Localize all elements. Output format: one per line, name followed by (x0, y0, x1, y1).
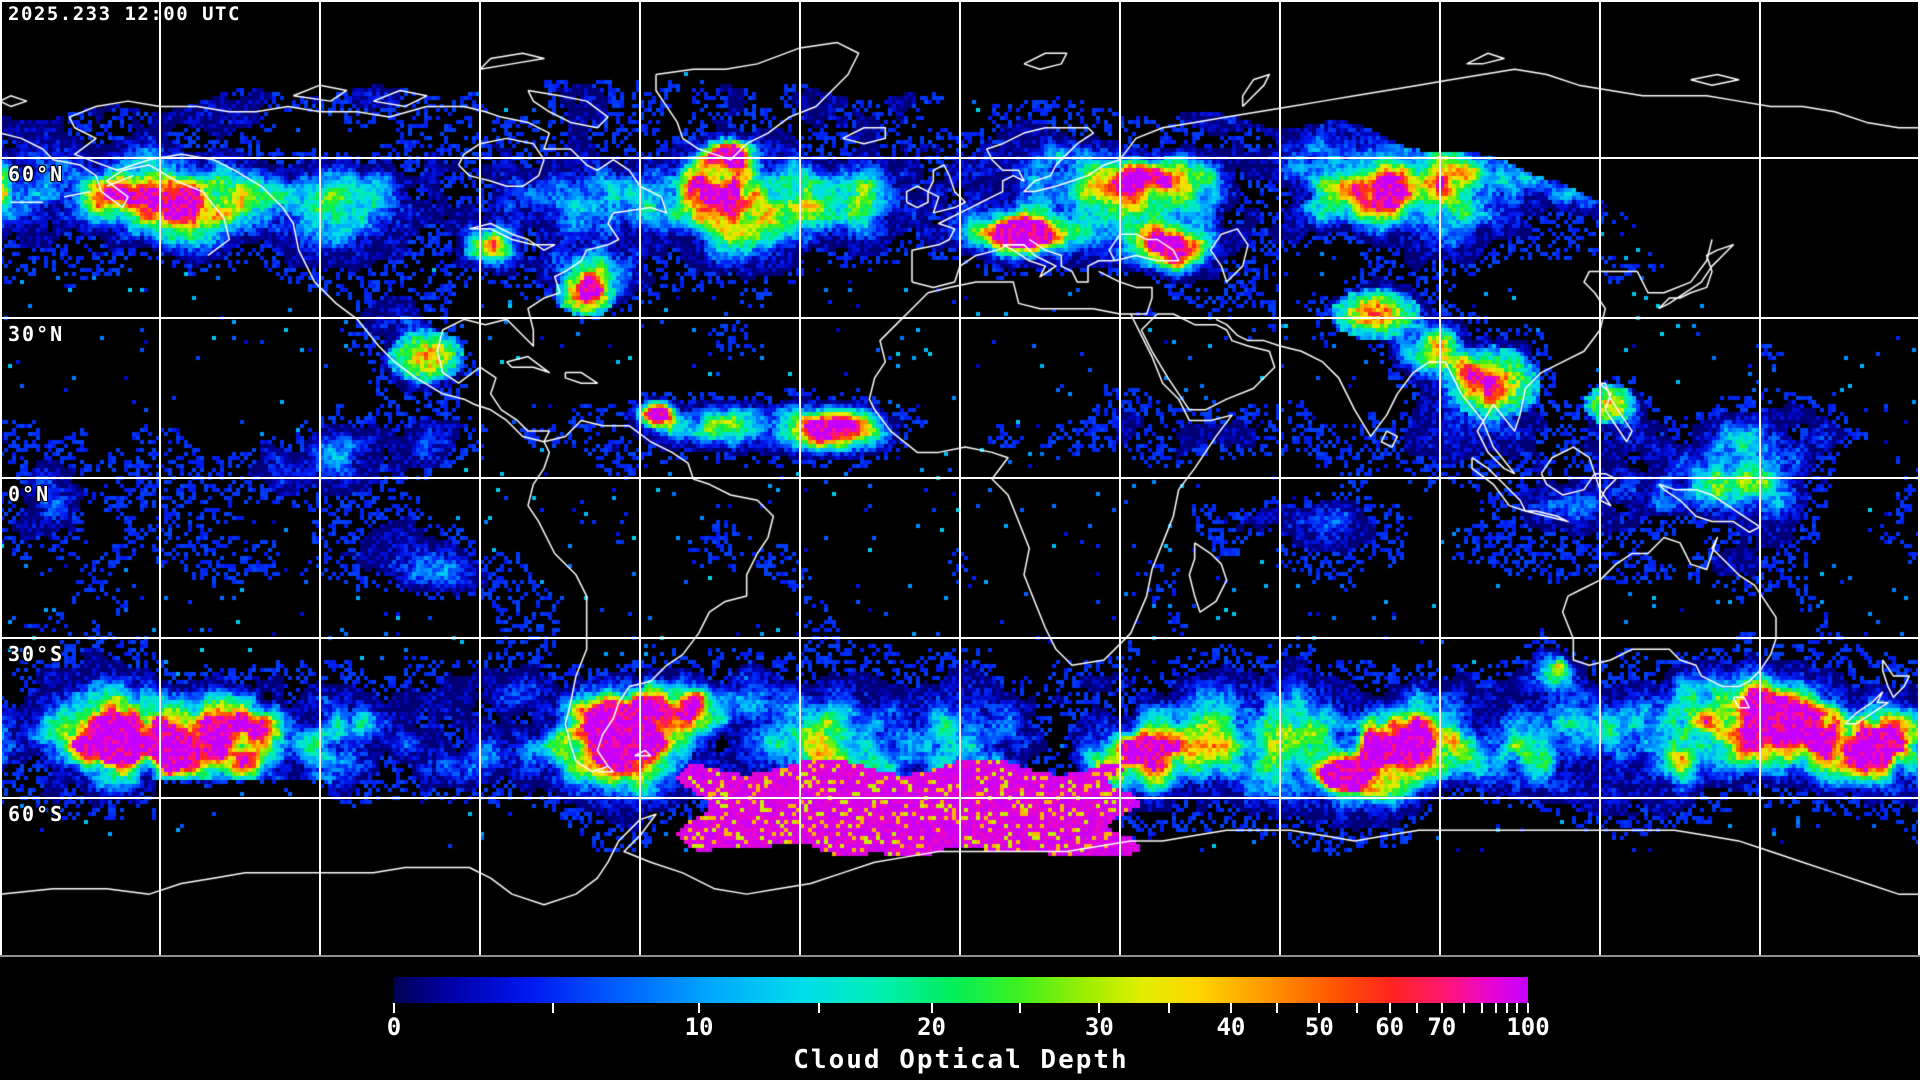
colorbar-tick (1229, 1003, 1232, 1013)
colorbar-tick (698, 1003, 701, 1013)
colorbar-tick (1167, 1003, 1170, 1013)
colorbar-tick-label: 60 (1375, 1013, 1405, 1041)
colorbar-tick (1276, 1003, 1279, 1013)
lat-gridline (0, 637, 1920, 639)
colorbar-tick (393, 1003, 395, 1013)
lat-label: 30°S (8, 642, 65, 666)
colorbar-tick (1462, 1003, 1465, 1013)
colorbar-title: Cloud Optical Depth (793, 1045, 1129, 1075)
cloud-map: 2025.233 12:00 UTC 60°N 30°N 0°N 30°S 60°S (0, 0, 1920, 958)
colorbar-tick-label: 0 (386, 1013, 402, 1041)
colorbar-tick (551, 1003, 554, 1013)
colorbar-tick (1527, 1003, 1529, 1013)
colorbar-gradient (394, 977, 1528, 1003)
map-frame-bottom (0, 955, 1920, 957)
lat-gridline (0, 797, 1920, 799)
colorbar-tick (1494, 1003, 1497, 1013)
lat-gridline (0, 477, 1920, 479)
colorbar: 0 10 20 30 40 50 60 70 100 Cloud Optical Depth (0, 958, 1920, 1080)
lat-label: 0°N (8, 482, 51, 506)
colorbar-tick (1098, 1003, 1101, 1013)
lat-gridline (0, 157, 1920, 159)
colorbar-tick (930, 1003, 933, 1013)
lat-label: 60°N (8, 162, 65, 186)
colorbar-tick-label: 30 (1084, 1013, 1114, 1041)
map-frame-left (0, 0, 2, 956)
colorbar-tick (1506, 1003, 1509, 1013)
colorbar-tick (1388, 1003, 1391, 1013)
colorbar-tick (1018, 1003, 1021, 1013)
colorbar-tick-label: 10 (684, 1013, 714, 1041)
lat-label: 30°N (8, 322, 65, 346)
colorbar-tick (1481, 1003, 1484, 1013)
colorbar-tick-label: 70 (1427, 1013, 1457, 1041)
map-frame-top (0, 0, 1920, 2)
timestamp: 2025.233 12:00 UTC (8, 3, 241, 25)
colorbar-tick-label: 100 (1506, 1013, 1550, 1041)
map-frame-right (1918, 0, 1920, 956)
colorbar-tick-label: 20 (917, 1013, 946, 1041)
colorbar-tick (1355, 1003, 1358, 1013)
colorbar-tick (1415, 1003, 1418, 1013)
lat-gridline (0, 317, 1920, 319)
colorbar-tick-label: 50 (1304, 1013, 1334, 1041)
colorbar-tick (1516, 1003, 1519, 1013)
colorbar-tick (1440, 1003, 1443, 1013)
colorbar-tick (1318, 1003, 1321, 1013)
lat-label: 60°S (8, 802, 65, 826)
colorbar-tick-label: 40 (1216, 1013, 1246, 1041)
colorbar-tick (818, 1003, 821, 1013)
